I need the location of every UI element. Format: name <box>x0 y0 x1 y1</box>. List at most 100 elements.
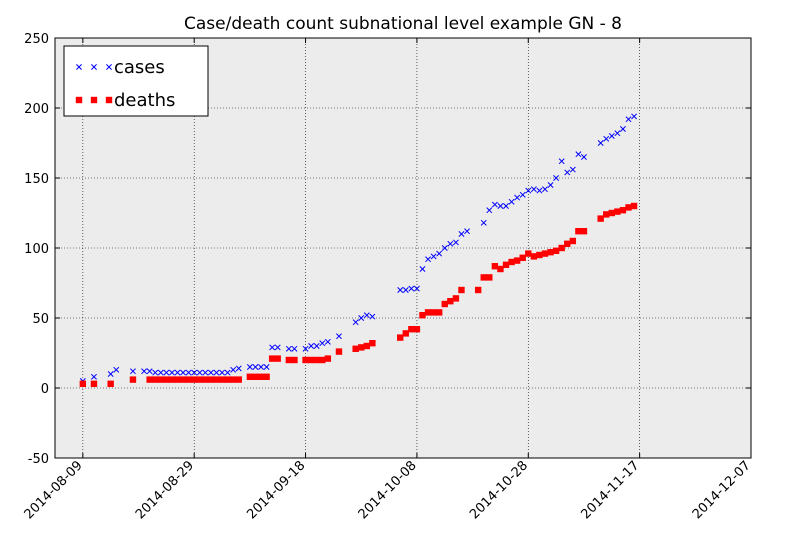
deaths-point <box>324 355 332 362</box>
deaths-point <box>558 244 565 252</box>
deaths-point <box>235 376 242 383</box>
series-layer <box>79 113 638 387</box>
cases-marker-stroke <box>514 194 521 201</box>
cases-marker-stroke <box>258 364 264 370</box>
cases-marker-stroke <box>536 187 543 194</box>
cases-point <box>608 133 615 139</box>
cases-point <box>246 364 253 370</box>
deaths-point <box>458 286 465 294</box>
cases-marker-stroke <box>631 113 638 120</box>
deaths-point <box>619 207 627 214</box>
cases-marker-stroke <box>525 187 532 194</box>
cases-point <box>413 285 420 292</box>
cases-point <box>291 345 298 352</box>
cases-point <box>436 250 443 257</box>
cases-marker-stroke <box>285 345 292 352</box>
cases-point <box>408 285 415 292</box>
cases-marker-stroke <box>614 130 621 137</box>
x-tick-label: 2014-12-07 <box>690 458 754 522</box>
plot-frame <box>54 37 752 459</box>
y-tick-label: 250 <box>24 32 49 47</box>
cases-marker-stroke <box>553 175 560 181</box>
cases-point <box>313 343 320 349</box>
deaths-point <box>285 356 293 364</box>
cases-marker-stroke <box>174 369 181 376</box>
deaths-point <box>363 342 371 350</box>
cases-marker-stroke <box>547 182 554 188</box>
cases-point <box>597 140 604 146</box>
cases-point <box>480 219 487 226</box>
cases-marker-stroke <box>302 345 309 352</box>
cases-point <box>497 203 504 209</box>
cases-marker-stroke <box>263 364 270 370</box>
cases-marker-stroke <box>508 198 515 205</box>
cases-point <box>168 369 175 376</box>
deaths-point <box>530 253 538 260</box>
deaths-point <box>452 295 460 302</box>
cases-point <box>452 239 459 246</box>
cases-marker-stroke <box>569 166 576 173</box>
cases-point <box>129 368 136 375</box>
cases-marker-stroke <box>213 369 220 376</box>
y-tick-label: 100 <box>24 242 49 257</box>
x-tick-label: 2014-08-09 <box>22 458 86 522</box>
legend-marker-cases <box>76 64 112 70</box>
cases-point <box>558 158 565 165</box>
y-tick-label: -50 <box>28 452 49 467</box>
cases-marker-stroke <box>358 315 365 321</box>
deaths-legend-marker <box>105 96 113 104</box>
deaths-point <box>90 380 98 387</box>
deaths-point <box>603 211 610 218</box>
cases-marker-stroke <box>336 333 342 340</box>
deaths-point <box>369 340 376 347</box>
deaths-point <box>268 355 276 362</box>
deaths-point <box>291 356 298 364</box>
cases-legend-marker <box>91 64 97 70</box>
deaths-point <box>625 204 632 211</box>
cases-marker-stroke <box>575 151 582 158</box>
cases-point <box>207 369 214 376</box>
cases-point <box>491 201 498 208</box>
cases-point <box>425 256 432 263</box>
deaths-point <box>541 250 549 257</box>
deaths-point <box>246 373 254 380</box>
deaths-point <box>302 356 309 364</box>
cases-point <box>530 186 537 193</box>
y-tick-label: 200 <box>24 102 49 117</box>
cases-point <box>564 169 571 176</box>
cases-point <box>569 166 576 173</box>
deaths-point <box>480 274 487 281</box>
series-cases <box>79 113 638 384</box>
cases-point <box>603 135 610 142</box>
x-tick-label: 2014-10-08 <box>356 458 420 522</box>
cases-point <box>141 368 148 375</box>
cases-marker-stroke <box>530 186 537 193</box>
cases-point <box>91 373 97 380</box>
cases-point <box>508 198 515 205</box>
cases-marker-stroke <box>491 201 498 208</box>
y-tick-label: 150 <box>24 172 49 187</box>
cases-point <box>219 369 225 376</box>
deaths-point <box>168 376 176 383</box>
cases-marker-stroke <box>625 116 632 123</box>
cases-marker-stroke <box>447 240 454 247</box>
deaths-point <box>525 250 532 257</box>
deaths-point <box>224 376 231 383</box>
cases-point <box>324 338 331 345</box>
cases-point <box>152 369 159 376</box>
deaths-point <box>191 376 198 383</box>
cases-marker-stroke <box>319 340 326 347</box>
deaths-point <box>419 312 426 319</box>
deaths-point <box>408 326 415 333</box>
cases-marker-stroke <box>224 369 231 376</box>
cases-marker-stroke <box>581 154 587 160</box>
deaths-point <box>547 249 554 256</box>
cases-marker-stroke <box>480 219 487 226</box>
cases-point <box>285 345 292 352</box>
cases-point <box>202 369 209 376</box>
cases-marker-stroke <box>597 140 604 146</box>
deaths-point <box>397 334 404 341</box>
cases-marker-stroke <box>452 239 459 246</box>
deaths-point <box>335 348 343 355</box>
deaths-point <box>163 376 170 383</box>
